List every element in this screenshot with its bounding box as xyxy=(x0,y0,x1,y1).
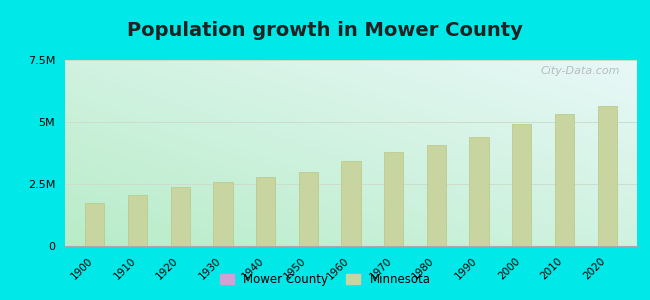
Text: Population growth in Mower County: Population growth in Mower County xyxy=(127,21,523,40)
Bar xyxy=(299,172,318,246)
Bar xyxy=(256,177,275,246)
Bar xyxy=(341,161,361,246)
Bar xyxy=(597,106,617,246)
Bar xyxy=(128,194,147,246)
Bar xyxy=(85,202,105,246)
Bar xyxy=(171,187,190,246)
Text: City-Data.com: City-Data.com xyxy=(540,66,620,76)
Legend: Mower County, Minnesota: Mower County, Minnesota xyxy=(214,269,436,291)
Bar xyxy=(469,137,489,246)
Bar xyxy=(384,152,403,246)
Bar xyxy=(512,124,531,246)
Bar xyxy=(555,115,574,246)
Bar xyxy=(427,145,446,246)
Bar xyxy=(213,182,233,246)
